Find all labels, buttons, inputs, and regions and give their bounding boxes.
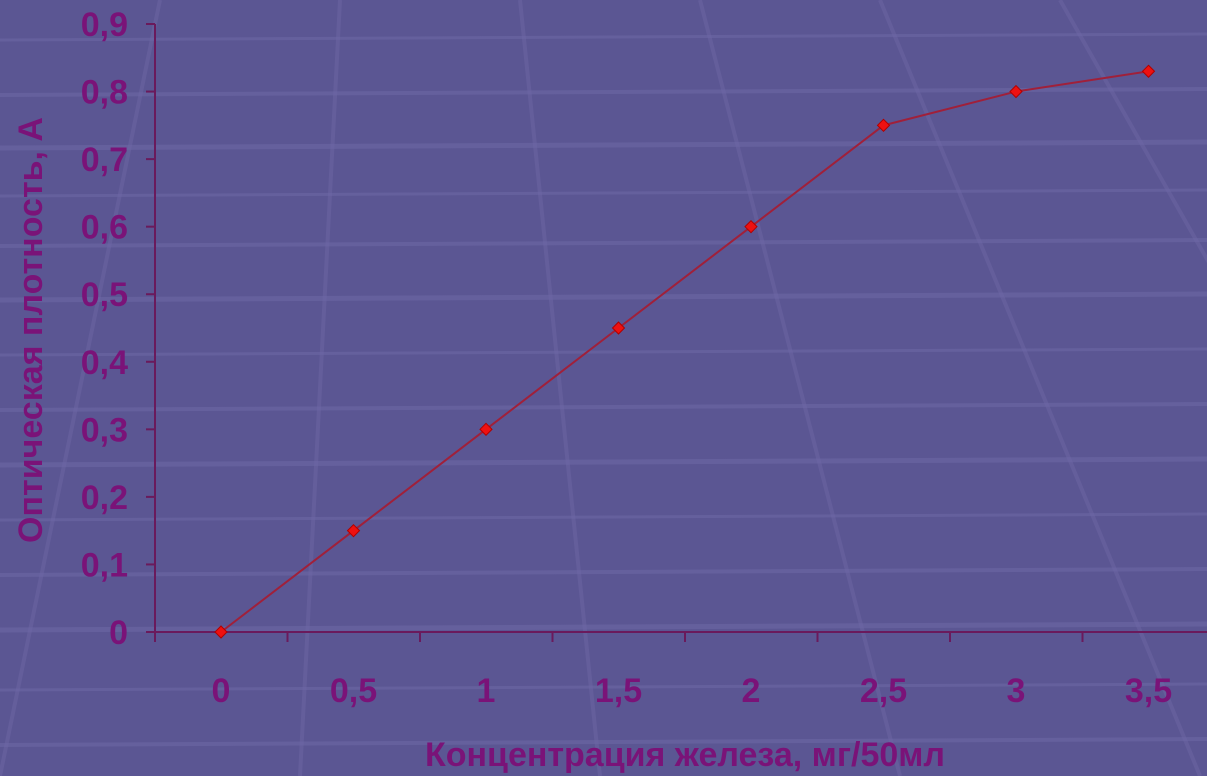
- bg-grid-line: [298, 0, 342, 776]
- bg-grid-line: [0, 682, 1207, 692]
- bg-grid-line: [1058, 0, 1207, 264]
- bg-grid-line: [0, 567, 1207, 577]
- bg-grid-line: [0, 347, 1207, 357]
- x-tick-label: 1,5: [595, 672, 642, 710]
- x-tick-label: 0,5: [330, 672, 377, 710]
- y-tick-label: 0: [109, 614, 128, 652]
- data-point: [214, 625, 228, 639]
- bg-grid-line: [0, 188, 1207, 198]
- data-point: [346, 523, 361, 538]
- data-point: [876, 118, 891, 133]
- x-tick-label: 1: [477, 672, 496, 710]
- data-point: [744, 219, 758, 234]
- data-point: [479, 422, 493, 437]
- bg-grid-line: [0, 139, 1207, 151]
- bg-grid-line: [518, 0, 602, 776]
- x-tick-label: 3: [1007, 672, 1026, 710]
- bg-grid-line: [878, 0, 1202, 776]
- y-tick-label: 0,5: [81, 276, 128, 314]
- y-axis-title: Оптическая плотность, А: [12, 117, 50, 543]
- bg-grid-line: [0, 621, 1207, 633]
- y-tick-label: 0,7: [81, 141, 128, 179]
- bg-grid-line: [0, 456, 1207, 468]
- bg-grid-line: [0, 291, 1207, 303]
- x-axis-title: Концентрация железа, мг/50мл: [425, 736, 945, 774]
- series: [214, 64, 1156, 639]
- y-tick-label: 0,1: [81, 546, 128, 584]
- x-tick-label: 2,5: [860, 672, 907, 710]
- data-point: [1009, 84, 1023, 99]
- x-axis-ticks: 0 0,5 1 1,5 2 2,5 3 3,5: [154, 632, 1172, 710]
- bg-grid-line: [0, 737, 1207, 747]
- y-tick-label: 0,8: [81, 74, 128, 112]
- bg-grid-line: [0, 402, 1207, 412]
- series-line: [220, 70, 1149, 633]
- bg-grid-line: [0, 87, 1207, 97]
- axes: [154, 24, 1207, 633]
- data-point: [1141, 64, 1156, 78]
- y-tick-label: 0,9: [81, 6, 128, 44]
- bg-grid-line: [0, 238, 1207, 248]
- y-tick-label: 0,2: [81, 479, 128, 517]
- bg-grid-line: [0, 0, 162, 776]
- bg-grid-line: [0, 32, 1207, 42]
- data-point: [611, 321, 626, 335]
- y-tick-label: 0,6: [81, 209, 128, 247]
- y-axis-ticks: 0 0,1 0,2 0,3 0,4 0,5 0,6 0,7 0,8 0,9: [81, 6, 155, 652]
- x-tick-label: 0: [212, 672, 231, 710]
- y-tick-label: 0,4: [81, 344, 128, 382]
- bg-grid-line: [0, 512, 1207, 522]
- x-tick-label: 2: [742, 672, 761, 710]
- bg-grid-line: [698, 0, 902, 776]
- x-tick-label: 3,5: [1125, 672, 1172, 710]
- y-tick-label: 0,3: [81, 411, 128, 449]
